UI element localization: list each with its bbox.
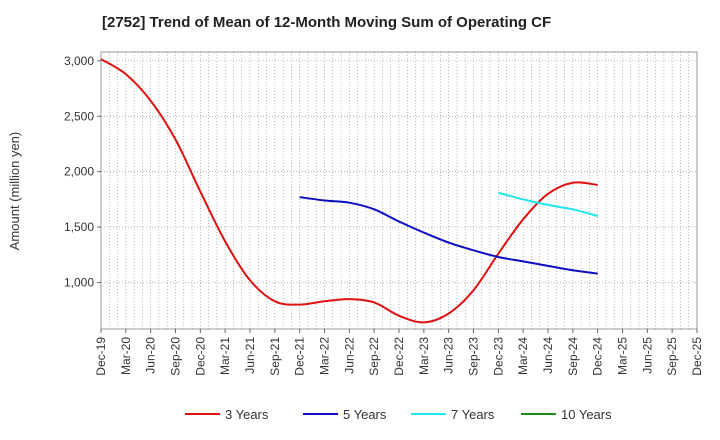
x-tick-label: Dec-20: [193, 337, 207, 376]
x-tick-label: Sep-25: [665, 337, 679, 376]
x-tick-label: Dec-22: [392, 337, 406, 376]
x-tick-label: Mar-23: [417, 337, 431, 375]
series-lines: [100, 58, 598, 324]
grid-lines: [101, 52, 697, 329]
y-tick-label: 1,000: [64, 275, 94, 289]
x-axis: Dec-19 Mar-20 Jun-20 Sep-20 Dec-20 Mar-21 Jun-…: [94, 329, 704, 376]
x-tick-label: Dec-23: [491, 337, 505, 376]
x-tick-label: Jun-22: [342, 337, 356, 374]
x-tick-label: Jun-21: [243, 337, 257, 374]
x-tick-label: Sep-22: [367, 337, 381, 376]
x-tick-label: Jun-25: [640, 337, 654, 374]
legend-label: 5 Years: [343, 407, 387, 422]
x-tick-label: Dec-25: [690, 337, 704, 376]
x-tick-label: Mar-24: [516, 337, 530, 375]
y-tick-label: 1,500: [64, 220, 94, 234]
x-tick-label: Sep-24: [566, 337, 580, 376]
x-tick-label: Sep-23: [467, 337, 481, 376]
x-tick-label: Dec-21: [293, 337, 307, 376]
x-tick-label: Mar-25: [616, 337, 630, 375]
x-tick-label: Dec-24: [591, 337, 605, 376]
x-tick-label: Jun-23: [442, 337, 456, 374]
y-tick-label: 3,000: [64, 54, 94, 68]
y-tick-label: 2,000: [64, 165, 94, 179]
y-tick-label: 2,500: [64, 109, 94, 123]
x-tick-label: Mar-21: [218, 337, 232, 375]
x-tick-label: Jun-24: [541, 337, 555, 374]
legend-label: 7 Years: [451, 407, 495, 422]
x-tick-label: Mar-22: [318, 337, 332, 375]
x-tick-label: Sep-21: [268, 337, 282, 376]
x-tick-label: Dec-19: [94, 337, 108, 376]
legend-label: 10 Years: [561, 407, 612, 422]
x-tick-label: Jun-20: [144, 337, 158, 374]
legend-label: 3 Years: [225, 407, 269, 422]
y-axis: 1,000 1,500 2,000 2,500 3,000: [64, 54, 101, 289]
legend: 3 Years 5 Years 7 Years 10 Years: [185, 407, 612, 422]
series-line-7-years: [498, 191, 598, 217]
chart-title: [2752] Trend of Mean of 12-Month Moving …: [102, 14, 552, 31]
series-line-5-years: [299, 196, 598, 275]
series-line-3-years: [100, 58, 598, 324]
y-axis-title: Amount (million yen): [7, 132, 22, 251]
x-tick-label: Sep-20: [169, 337, 183, 376]
x-tick-label: Mar-20: [119, 337, 133, 375]
